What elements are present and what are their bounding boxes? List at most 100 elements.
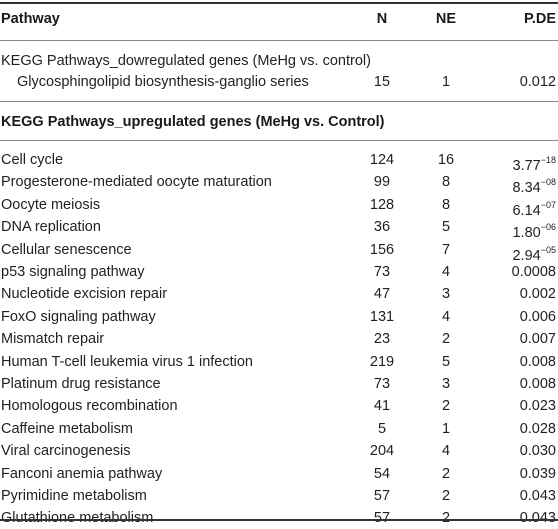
row-n: 36 [373, 219, 391, 236]
pde-exponent: −18 [540, 155, 556, 165]
down-section-title-text: KEGG Pathways_dowregulated genes (MeHg v… [1, 53, 371, 69]
table-row: Viral carcinogenesis 204 4 0.030 [0, 440, 558, 462]
bottom-rule [0, 519, 558, 521]
row-ne: 5 [441, 219, 451, 236]
row-pde: 0.0008 [480, 261, 556, 283]
row-pathway: Fanconi anemia pathway [1, 465, 163, 482]
pde-mantissa: 0.008 [519, 353, 556, 370]
row-pde: 0.007 [480, 328, 556, 350]
row-pde: 0.043 [480, 485, 556, 507]
table-row: Human T-cell leukemia virus 1 infection 2… [0, 351, 558, 373]
row-pathway: FoxO signaling pathway [1, 308, 156, 325]
row-ne: 5 [441, 353, 451, 370]
row-ne: 4 [441, 264, 451, 280]
row-n: 41 [373, 398, 391, 415]
pde-mantissa: 0.0008 [511, 264, 556, 280]
pde-mantissa: 0.002 [519, 286, 556, 303]
table-row: Oocyte meiosis 128 8 6.14−07 [0, 194, 558, 219]
row-pathway: Human T-cell leukemia virus 1 infection [1, 353, 253, 370]
header-row: Pathway N NE P.DE [0, 8, 558, 30]
row-pathway: p53 signaling pathway [1, 264, 145, 280]
table-row: Homologous recombination 41 2 0.023 [0, 395, 558, 417]
row-ne: 2 [441, 488, 451, 504]
header-pde: P.DE [524, 11, 556, 27]
down-section-title: KEGG Pathways_dowregulated genes (MeHg v… [0, 50, 558, 72]
row-n: 57 [373, 488, 391, 504]
row-pathway: Oocyte meiosis [1, 196, 101, 213]
row-n: 15 [373, 74, 391, 90]
table-row: Mismatch repair 23 2 0.007 [0, 328, 558, 350]
row-pde: 0.043 [480, 507, 556, 529]
row-ne: 2 [424, 507, 468, 529]
pde-mantissa: 6.14 [512, 202, 541, 219]
row-ne: 2 [441, 331, 451, 348]
row-n: 54 [373, 465, 391, 482]
row-pde: 0.006 [480, 306, 556, 328]
row-pde: 6.14−07 [480, 194, 556, 222]
pde-mantissa: 0.023 [519, 398, 556, 415]
pde-mantissa: 0.043 [519, 488, 556, 504]
row-ne: 2 [441, 465, 451, 482]
section-title-rule [0, 140, 558, 141]
pde-mantissa: 8.34 [512, 180, 541, 197]
row-pathway: Glutathione metabolism [1, 507, 153, 529]
row-pde: 2.94−05 [480, 239, 556, 267]
header-rule [0, 40, 558, 41]
table-row: Nucleotide excision repair 47 3 0.002 [0, 283, 558, 305]
row-ne: 3 [441, 286, 451, 303]
row-pathway: Progesterone-mediated oocyte maturation [1, 174, 272, 191]
row-ne: 4 [441, 308, 451, 325]
row-pde: 8.34−08 [480, 171, 556, 199]
row-ne: 16 [437, 152, 455, 168]
row-n: 57 [360, 507, 404, 529]
table-row: Progesterone-mediated oocyte maturation 9… [0, 171, 558, 196]
pde-mantissa: 0.043 [520, 510, 556, 526]
row-ne: 1 [441, 420, 451, 437]
table-row: Glutathione metabolism 57 2 0.043 [0, 507, 558, 529]
up-section-title: KEGG Pathways_upregulated genes (MeHg vs… [0, 111, 558, 133]
section-rule [0, 101, 558, 102]
row-pde: 0.008 [480, 373, 556, 395]
up-section-title-text: KEGG Pathways_upregulated genes (MeHg vs… [1, 114, 385, 130]
row-n: 23 [373, 331, 391, 348]
row-n: 124 [369, 152, 395, 168]
table-row: Glycosphingolipid biosynthesis-ganglio s… [0, 71, 558, 93]
row-n: 47 [373, 286, 391, 303]
row-pathway: Caffeine metabolism [1, 420, 133, 437]
row-ne: 7 [441, 241, 451, 258]
row-ne: 8 [441, 196, 451, 213]
pde-exponent: −06 [540, 222, 556, 233]
table-row: FoxO signaling pathway 131 4 0.006 [0, 306, 558, 328]
row-pathway: Platinum drug resistance [1, 376, 161, 392]
row-pde: 3.77−18 [480, 149, 556, 177]
row-pde: 0.028 [480, 418, 556, 440]
header-pathway: Pathway [1, 11, 60, 27]
row-ne: 3 [441, 376, 451, 392]
pde-mantissa: 1.80 [512, 225, 541, 242]
pde-mantissa: 0.008 [519, 376, 556, 392]
row-n: 128 [369, 196, 395, 213]
row-pathway: Homologous recombination [1, 398, 178, 415]
row-pathway: Cellular senescence [1, 241, 132, 258]
row-pathway: Pyrimidine metabolism [1, 488, 147, 504]
row-n: 219 [369, 353, 395, 370]
row-n: 73 [373, 376, 391, 392]
table-row: Caffeine metabolism 5 1 0.028 [0, 418, 558, 440]
row-ne: 4 [441, 443, 451, 460]
row-pathway: Cell cycle [1, 152, 64, 168]
row-ne: 8 [441, 174, 451, 191]
pde-exponent: −08 [540, 177, 556, 188]
table-row: Platinum drug resistance 73 3 0.008 [0, 373, 558, 395]
row-pde: 1.80−06 [480, 216, 556, 244]
row-pathway: Glycosphingolipid biosynthesis-ganglio s… [17, 74, 309, 90]
row-pde: 0.039 [480, 463, 556, 485]
table-row: Fanconi anemia pathway 54 2 0.039 [0, 463, 558, 485]
pde-mantissa: 0.039 [519, 465, 556, 482]
table-row: Cell cycle 124 16 3.77−18 [0, 149, 558, 174]
row-pde: 0.008 [480, 351, 556, 373]
row-n: 5 [377, 420, 387, 437]
row-n: 73 [373, 264, 391, 280]
pde-mantissa: 0.007 [519, 331, 556, 348]
table-row: DNA replication 36 5 1.80−06 [0, 216, 558, 241]
pde-mantissa: 0.028 [519, 420, 556, 437]
